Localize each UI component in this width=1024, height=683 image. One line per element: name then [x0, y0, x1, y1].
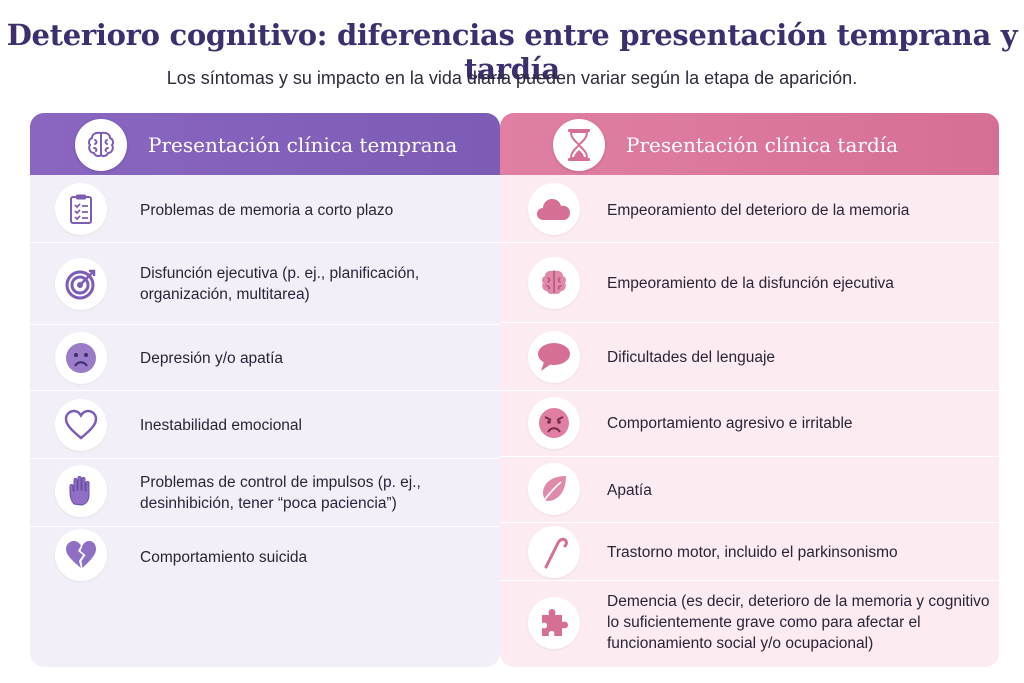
early-column-header: Presentación clínica temprana — [30, 113, 500, 175]
cloud-icon — [528, 183, 580, 235]
late-item-text: Empeoramiento de la disfunción ejecutiva — [607, 275, 894, 292]
page-subtitle: Los síntomas y su impacto en la vida dia… — [166, 68, 858, 88]
broken-heart-icon — [55, 529, 107, 581]
cane-icon — [528, 526, 580, 578]
list-item: Problemas de control de impulsos (p. ej.… — [30, 459, 500, 527]
list-item: Problemas de memoria a corto plazo — [30, 175, 500, 243]
list-item: Trastorno motor, incluido el parkinsonis… — [500, 523, 999, 581]
early-column-title: Presentación clínica temprana — [148, 133, 458, 157]
late-item-text: Trastorno motor, incluido el parkinsonis… — [607, 544, 898, 561]
late-item-text: Demencia (es decir, deterioro de la memo… — [607, 593, 990, 652]
raised-hand-icon — [55, 465, 107, 517]
list-item: Empeoramiento del deterioro de la memori… — [500, 175, 999, 243]
early-item-text: Inestabilidad emocional — [140, 417, 302, 434]
leaf-icon — [528, 463, 580, 515]
late-column-header: Presentación clínica tardía — [500, 113, 999, 175]
heart-outline-icon — [55, 399, 107, 451]
brain-icon — [528, 257, 580, 309]
early-item-text: Comportamiento suicida — [140, 549, 308, 566]
early-item-text: Problemas de memoria a corto plazo — [140, 202, 394, 219]
page-title: Deterioro cognitivo: diferencias entre p… — [6, 18, 1018, 86]
list-item: Comportamiento suicida — [30, 527, 500, 587]
clipboard-checklist-icon — [55, 183, 107, 235]
sad-face-icon — [55, 332, 107, 384]
hourglass-icon — [553, 119, 605, 171]
late-item-text: Empeoramiento del deterioro de la memori… — [607, 202, 910, 219]
late-column-title: Presentación clínica tardía — [626, 133, 899, 157]
list-item: Depresión y/o apatía — [30, 325, 500, 391]
list-item: Dificultades del lenguaje — [500, 323, 999, 391]
brain-icon — [75, 119, 127, 171]
list-item: Demencia (es decir, deterioro de la memo… — [500, 581, 999, 667]
speech-bubble-icon — [528, 331, 580, 383]
puzzle-piece-icon — [528, 597, 580, 649]
late-item-text: Comportamiento agresivo e irritable — [607, 415, 853, 432]
late-item-text: Apatía — [607, 482, 652, 499]
target-icon — [55, 258, 107, 310]
list-item: Inestabilidad emocional — [30, 391, 500, 459]
late-presentation-column: Presentación clínica tardía Empeoramient… — [500, 113, 999, 667]
early-presentation-column: Presentación clínica temprana Problemas … — [30, 113, 500, 667]
list-item: Apatía — [500, 457, 999, 523]
early-item-text: Problemas de control de impulsos (p. ej.… — [140, 474, 421, 512]
early-item-text: Depresión y/o apatía — [140, 350, 284, 367]
late-item-text: Dificultades del lenguaje — [607, 349, 776, 366]
early-item-text: Disfunción ejecutiva (p. ej., planificac… — [140, 265, 420, 303]
angry-face-icon — [528, 397, 580, 449]
list-item: Comportamiento agresivo e irritable — [500, 391, 999, 457]
list-item: Empeoramiento de la disfunción ejecutiva — [500, 243, 999, 323]
list-item: Disfunción ejecutiva (p. ej., planificac… — [30, 243, 500, 325]
